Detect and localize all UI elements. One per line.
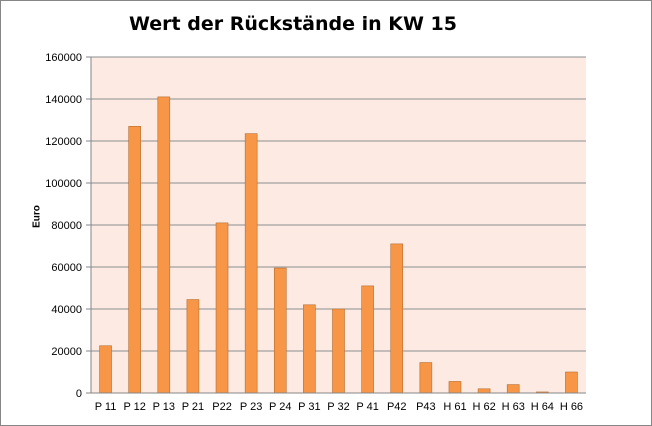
y-tick-label: 40000 <box>51 304 82 316</box>
y-tick-label: 60000 <box>51 262 82 274</box>
bar <box>273 267 287 394</box>
bar <box>332 308 345 394</box>
bar <box>448 381 462 394</box>
x-tick-label: P 24 <box>269 401 291 413</box>
bar <box>477 388 491 394</box>
x-tick-label: H 64 <box>531 401 554 413</box>
bar <box>506 384 520 394</box>
x-tick-label: H 63 <box>502 401 525 413</box>
y-tick-label: 80000 <box>51 220 82 232</box>
x-tick-label: P 13 <box>153 401 175 413</box>
x-tick-label: H 66 <box>560 401 583 413</box>
bar <box>244 133 258 394</box>
x-tick-label: P22 <box>212 401 232 413</box>
x-tick-label: P 41 <box>356 401 378 413</box>
x-tick-label: P 23 <box>240 401 262 413</box>
bar <box>157 96 171 394</box>
x-tick-labels: P 11 P 12 P 13 P 21 P22 P 23 P 24 P 31 P 32 P 41 P… <box>95 401 583 413</box>
bars <box>99 96 578 394</box>
chart-title: Wert der Rückstände in KW 15 <box>129 13 457 35</box>
y-tick-labels: 0 20000 40000 60000 80000 100000 120000 140000 1… <box>45 52 91 400</box>
bar <box>99 345 112 394</box>
bar <box>215 222 229 394</box>
x-tick-label: P42 <box>387 401 407 413</box>
x-tick-label: P 21 <box>182 401 204 413</box>
y-tick-label: 0 <box>76 388 82 400</box>
y-tick-label: 160000 <box>45 52 82 64</box>
y-tick-label: 20000 <box>51 346 82 358</box>
x-tick-label: P 11 <box>95 401 117 413</box>
bar <box>186 299 200 394</box>
x-tick-label: P 32 <box>327 401 349 413</box>
bar <box>128 126 141 394</box>
x-tick-label: P 31 <box>298 401 320 413</box>
bar <box>419 362 433 394</box>
y-tick-label: 140000 <box>45 94 82 106</box>
x-tick-label: H 62 <box>472 401 495 413</box>
y-tick-label: 100000 <box>45 178 82 190</box>
y-tick-label: 120000 <box>45 136 82 148</box>
bar <box>390 243 404 394</box>
x-tick-label: P43 <box>416 401 436 413</box>
bar <box>565 371 578 394</box>
bar <box>303 304 316 394</box>
bar <box>361 285 374 394</box>
x-tick-label: P 12 <box>123 401 145 413</box>
x-tick-label: H 61 <box>443 401 466 413</box>
